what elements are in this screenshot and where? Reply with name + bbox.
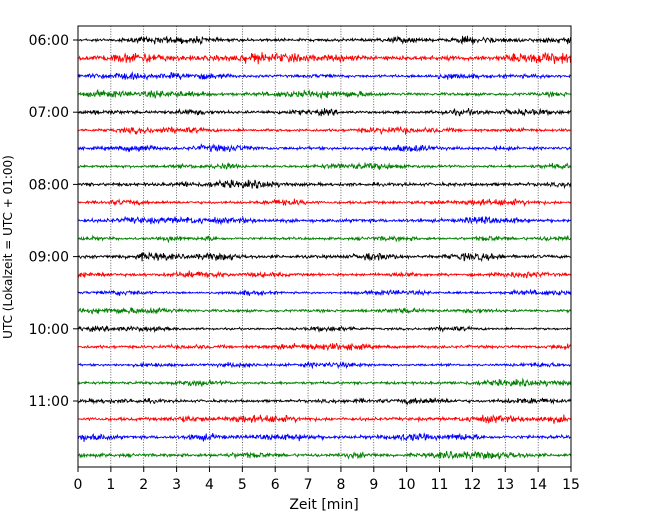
x-tick-label: 3 — [172, 477, 181, 493]
trace-0800 — [77, 178, 572, 190]
y-tick-label: 10:00 — [29, 322, 69, 338]
trace-0600 — [77, 35, 572, 46]
x-tick-label: 4 — [205, 477, 214, 493]
y-tick-label: 08:00 — [29, 177, 69, 193]
trace-0830 — [77, 215, 572, 226]
grid-lines — [110, 26, 539, 467]
seismic-traces — [77, 35, 572, 460]
trace-1045 — [77, 377, 572, 388]
trace-0630 — [77, 71, 572, 81]
x-tick-label: 6 — [271, 477, 280, 493]
x-tick-label: 8 — [336, 477, 345, 493]
trace-1015 — [77, 342, 572, 352]
y-tick-label: 07:00 — [29, 105, 69, 121]
y-tick-label: 09:00 — [29, 250, 69, 266]
trace-0915 — [77, 270, 572, 279]
trace-0715 — [77, 126, 572, 136]
x-tick-label: 15 — [562, 477, 580, 493]
trace-0645 — [77, 88, 572, 100]
x-tick-label: 13 — [496, 477, 514, 493]
trace-0930 — [77, 288, 572, 297]
x-tick-label: 11 — [431, 477, 449, 493]
trace-1000 — [77, 324, 572, 334]
trace-1145 — [77, 450, 572, 460]
trace-1130 — [77, 432, 572, 442]
x-tick-label: 14 — [529, 477, 547, 493]
trace-0730 — [77, 143, 572, 153]
x-axis-title: Zeit [min] — [289, 497, 358, 513]
trace-0700 — [77, 107, 572, 117]
x-tick-label: 2 — [139, 477, 148, 493]
x-tick-label: 1 — [106, 477, 115, 493]
x-tick-label: 12 — [463, 477, 481, 493]
trace-0815 — [77, 198, 572, 208]
x-axis: 0 1 2 3 4 5 6 7 8 9 10 11 12 13 14 15 — [74, 467, 580, 493]
trace-0845 — [77, 234, 572, 244]
trace-1030 — [77, 361, 572, 370]
x-tick-label: 5 — [238, 477, 247, 493]
y-tick-label: 11:00 — [29, 394, 69, 410]
x-tick-label: 9 — [369, 477, 378, 493]
y-axis: 06:00 07:00 08:00 09:00 10:00 11:00 — [29, 33, 78, 410]
trace-0615 — [77, 51, 572, 65]
trace-0900 — [77, 251, 572, 263]
y-tick-label: 06:00 — [29, 33, 69, 49]
plot-frame — [77, 25, 572, 468]
trace-0745 — [77, 161, 572, 171]
x-tick-label: 10 — [398, 477, 416, 493]
x-tick-label: 0 — [74, 477, 83, 493]
trace-1100 — [77, 397, 572, 406]
trace-1115 — [77, 414, 572, 424]
trace-0945 — [77, 306, 572, 315]
x-tick-label: 7 — [304, 477, 313, 493]
y-axis-title: UTC (Lokalzeit = UTC + 01:00) — [1, 155, 15, 339]
